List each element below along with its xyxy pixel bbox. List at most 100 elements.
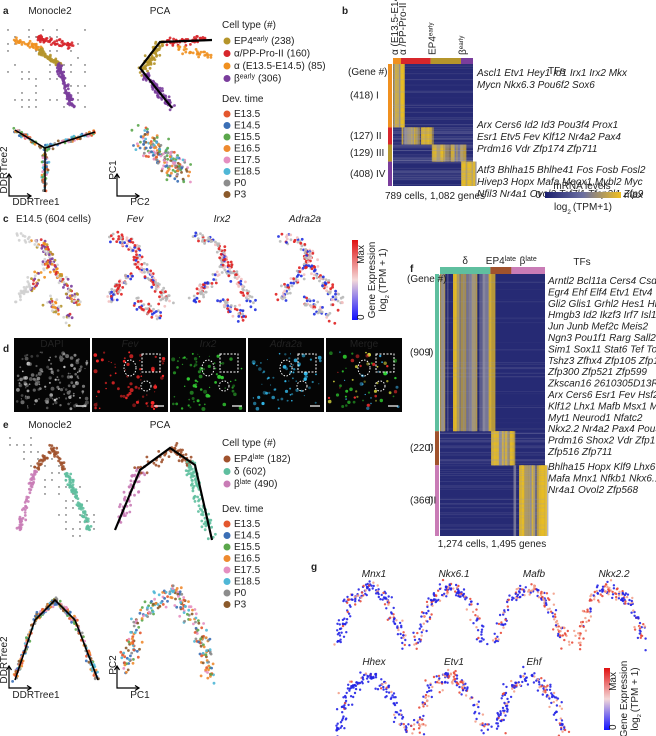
cell-dot: [53, 452, 56, 455]
cell-dot: [380, 678, 382, 680]
cell-dot: [415, 642, 417, 644]
cell-dot: [210, 673, 213, 676]
cell-dot: [482, 732, 484, 734]
signal-dot: [174, 396, 176, 398]
cell-dot: [24, 235, 27, 238]
vector-dot: [14, 64, 15, 65]
heatmap-noise: [393, 119, 473, 120]
cell-dot: [44, 39, 47, 42]
cell-dot: [139, 147, 142, 150]
cell-dot: [347, 704, 349, 706]
cell-dot: [194, 500, 197, 503]
cell-dot: [402, 716, 404, 718]
cell-dot: [426, 705, 428, 707]
cell-dot: [139, 632, 142, 635]
colorbar-label: 0: [608, 724, 619, 730]
cell-dot: [557, 623, 559, 625]
heatmap-noise: [440, 513, 545, 514]
cell-dot: [205, 636, 208, 639]
cell-dot: [499, 614, 501, 616]
cell-dot: [140, 263, 143, 266]
cell-dot: [527, 683, 529, 685]
cell-dot: [79, 300, 82, 303]
cell-dot: [358, 588, 360, 590]
signal-dot: [272, 377, 274, 379]
cell-dot: [209, 652, 212, 655]
signal-dot: [51, 387, 55, 391]
cell-dot: [69, 473, 72, 476]
vector-dot: [7, 71, 8, 72]
signal-dot: [117, 387, 120, 390]
cell-dot: [279, 240, 282, 243]
signal-dot: [45, 389, 46, 390]
cell-dot: [197, 641, 200, 644]
cell-dot: [285, 241, 288, 244]
cell-dot: [60, 275, 63, 278]
cell-dot: [342, 717, 344, 719]
cell-dot: [65, 606, 68, 609]
cell-dot: [553, 593, 555, 595]
cell-dot: [201, 234, 204, 237]
cell-dot: [501, 697, 503, 699]
signal-dot: [345, 396, 347, 398]
cell-dot: [561, 723, 563, 725]
cell-dot: [254, 308, 257, 311]
cell-dot: [189, 43, 192, 46]
cell-dot: [385, 691, 387, 693]
signal-dot: [394, 390, 397, 393]
cell-dot: [108, 300, 111, 303]
vector-dot: [28, 78, 29, 79]
cell-dot: [224, 269, 227, 272]
cell-dot: [548, 697, 550, 699]
heatmap-noise: [440, 461, 545, 462]
heatmap-stripe: [524, 465, 529, 536]
cell-dot: [131, 129, 134, 132]
cell-dot: [189, 51, 192, 54]
heatmap-noise: [393, 131, 473, 132]
cell-dot: [35, 239, 38, 242]
legend-label: E15.5: [234, 132, 261, 143]
cell-dot: [136, 142, 139, 145]
cell-dot: [25, 286, 28, 289]
cell-dot: [14, 301, 17, 304]
cell-dot: [340, 632, 342, 634]
cell-dot: [559, 630, 561, 632]
plot-title: PCA: [150, 420, 171, 431]
cell-dot: [486, 723, 488, 725]
signal-dot: [339, 384, 342, 387]
cell-dot: [215, 282, 218, 285]
cell-dot: [275, 293, 278, 296]
panel-letter: a: [3, 6, 9, 17]
cell-dot: [48, 444, 51, 447]
cell-dot: [285, 299, 288, 302]
signal-dot: [44, 386, 46, 388]
signal-dot: [199, 356, 200, 357]
cell-dot: [78, 303, 81, 306]
cell-dot: [219, 300, 222, 303]
signal-dot: [206, 394, 210, 398]
vector-dot: [70, 85, 71, 86]
cell-dot: [317, 265, 320, 268]
signal-dot: [145, 402, 147, 404]
cell-dot: [602, 588, 604, 590]
heatmap-noise: [440, 350, 545, 351]
signal-dot: [17, 379, 19, 381]
cell-dot: [27, 237, 30, 240]
cell-dot: [130, 479, 133, 482]
heatmap-noise: [440, 455, 545, 456]
cell-dot: [355, 688, 357, 690]
signal-dot: [222, 362, 225, 365]
cell-dot: [223, 304, 226, 307]
signal-dot: [136, 401, 139, 404]
cell-dot: [68, 324, 71, 327]
signal-dot: [283, 365, 287, 369]
heatmap-noise: [393, 171, 473, 172]
cell-dot: [53, 270, 56, 273]
cluster-label: IV: [376, 169, 386, 180]
signal-dot: [284, 380, 286, 382]
cell-dot: [377, 584, 379, 586]
cell-dot: [455, 584, 457, 586]
heatmap-stripe: [544, 465, 547, 536]
cell-dot: [502, 683, 504, 685]
tf-list: Ascl1 Etv1 Hey1 Id1 Irx1 Irx2 Mkx: [476, 68, 628, 79]
